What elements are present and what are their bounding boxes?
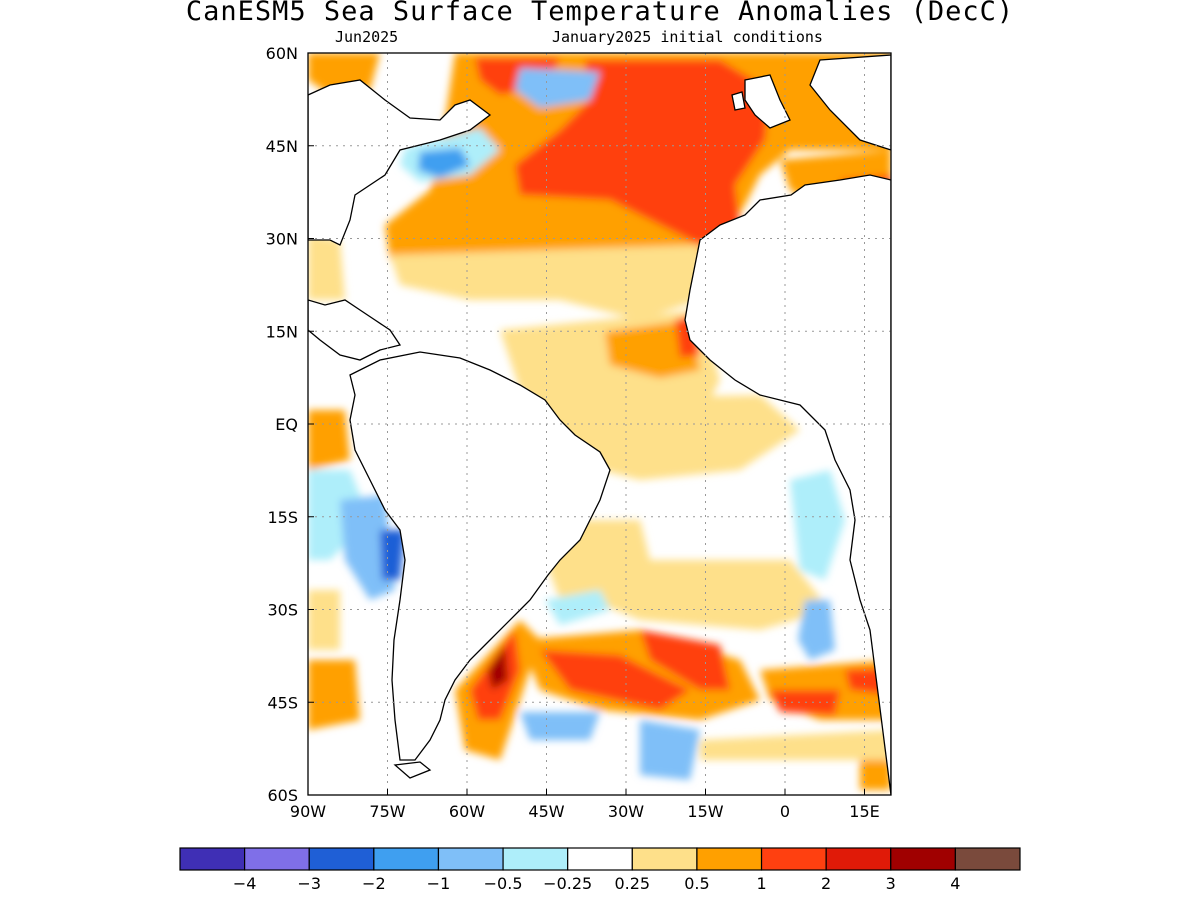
colorbar-label: 0.5	[684, 874, 709, 893]
lon-tick-label: 75W	[369, 802, 405, 821]
colorbar-label: −3	[297, 874, 321, 893]
colorbar-swatch	[373, 847, 440, 871]
lat-tick-label: 60S	[267, 786, 298, 805]
lon-tick-label: 45W	[528, 802, 564, 821]
colorbar-swatch	[308, 847, 375, 871]
colorbar-swatch	[890, 847, 956, 871]
colorbar-swatch	[502, 847, 569, 871]
anomaly-field	[308, 53, 891, 795]
graticule	[308, 53, 891, 795]
colorbar-label: 3	[886, 874, 896, 893]
lon-tick-label: 15E	[849, 802, 879, 821]
colorbar-swatch	[567, 847, 633, 871]
lat-tick-label: 15N	[266, 322, 298, 341]
colorbar-swatch	[244, 847, 310, 871]
colorbar: −4 −3 −2 −1 −0.5 −0.25 0.25 0.5 1 2 3 4	[179, 847, 1021, 893]
lat-tick-label: 45N	[266, 137, 298, 156]
latitude-axis: 60N 45N 30N 15N EQ 15S 30S 45S 60S	[266, 44, 314, 805]
colorbar-swatch	[631, 847, 698, 871]
colorbar-label: 4	[950, 874, 960, 893]
lon-tick-label: 0	[780, 802, 790, 821]
lat-tick-label: EQ	[275, 415, 298, 434]
lat-tick-label: 30S	[267, 601, 298, 620]
lon-tick-label: 15W	[687, 802, 723, 821]
land-masses	[308, 54, 891, 795]
lat-tick-label: 30N	[266, 230, 298, 249]
forecast-month: Jun2025	[335, 28, 399, 46]
longitude-axis: 90W 75W 60W 45W 30W 15W 0 15E	[290, 789, 880, 821]
colorbar-swatch	[696, 847, 763, 871]
colorbar-label: −0.5	[484, 874, 523, 893]
lat-tick-label: 45S	[267, 693, 298, 712]
colorbar-swatch	[825, 847, 892, 871]
lat-tick-label: 15S	[267, 508, 298, 527]
colorbar-swatch	[179, 847, 246, 871]
colorbar-label: −1	[427, 874, 451, 893]
lon-tick-label: 60W	[449, 802, 485, 821]
colorbar-label: 0.25	[614, 874, 650, 893]
colorbar-label: −4	[233, 874, 257, 893]
lat-tick-label: 60N	[266, 44, 298, 63]
lon-tick-label: 90W	[290, 802, 326, 821]
map-title: CanESM5 Sea Surface Temperature Anomalie…	[185, 0, 1015, 27]
colorbar-label: −2	[362, 874, 386, 893]
lon-tick-label: 30W	[608, 802, 644, 821]
colorbar-label: 2	[821, 874, 831, 893]
initial-conditions-label: January2025 initial conditions	[552, 28, 823, 46]
colorbar-label: −0.25	[543, 874, 592, 893]
colorbar-swatch	[437, 847, 504, 871]
colorbar-swatch	[760, 847, 827, 871]
colorbar-swatch	[954, 847, 1021, 871]
colorbar-label: 1	[756, 874, 766, 893]
